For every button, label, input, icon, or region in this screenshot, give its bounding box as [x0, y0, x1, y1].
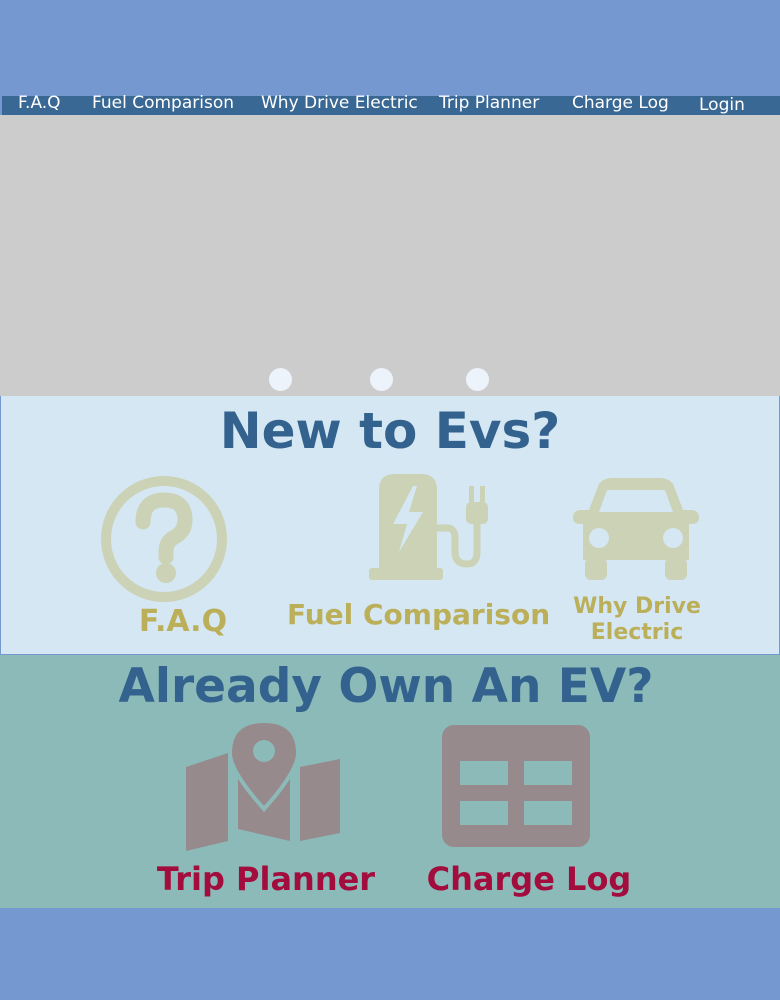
- carousel-dot-1[interactable]: [269, 368, 292, 391]
- nav-link-charge-log[interactable]: Charge Log: [572, 93, 669, 113]
- charge-log-tile[interactable]: Charge Log: [416, 725, 642, 899]
- carousel-dot-2[interactable]: [370, 368, 393, 391]
- nav-link-why-drive-electric[interactable]: Why Drive Electric: [261, 93, 418, 113]
- already-own-ev-title: Already Own An EV?: [118, 659, 654, 714]
- trip-planner-tile[interactable]: Trip Planner: [136, 718, 396, 899]
- already-own-ev-section: Already Own An EV? Trip Planner Charge L…: [0, 655, 780, 908]
- new-to-evs-section: New to Evs? F.A.Q Fuel Comparison: [1, 396, 779, 654]
- carousel-dot-3[interactable]: [466, 368, 489, 391]
- faq-tile[interactable]: F.A.Q: [93, 472, 243, 644]
- new-to-evs-title: New to Evs?: [219, 402, 561, 460]
- trip-planner-tile-label: Trip Planner: [156, 860, 376, 898]
- car-icon: [573, 478, 699, 580]
- nav-link-fuel-comparison[interactable]: Fuel Comparison: [92, 93, 234, 113]
- question-circle-icon: [101, 476, 227, 602]
- top-nav-bar: F.A.Q Fuel Comparison Why Drive Electric…: [2, 93, 780, 115]
- nav-link-faq[interactable]: F.A.Q: [18, 93, 61, 113]
- why-drive-electric-label-line1: Why Drive: [573, 594, 701, 619]
- why-drive-electric-tile[interactable]: Why Drive Electric: [557, 472, 723, 645]
- fuel-comparison-tile[interactable]: Fuel Comparison: [287, 472, 551, 644]
- charge-log-tile-label: Charge Log: [426, 860, 632, 898]
- why-drive-electric-label-line2: Electric: [590, 620, 684, 645]
- faq-tile-label: F.A.Q: [138, 604, 228, 639]
- fuel-comparison-tile-label: Fuel Comparison: [287, 598, 551, 631]
- nav-link-trip-planner[interactable]: Trip Planner: [439, 93, 540, 113]
- login-link[interactable]: Login: [699, 95, 745, 115]
- grid-table-icon: [442, 725, 590, 847]
- charging-station-icon: [369, 474, 488, 580]
- hero-carousel: [0, 115, 780, 396]
- map-pin-icon: [186, 718, 340, 851]
